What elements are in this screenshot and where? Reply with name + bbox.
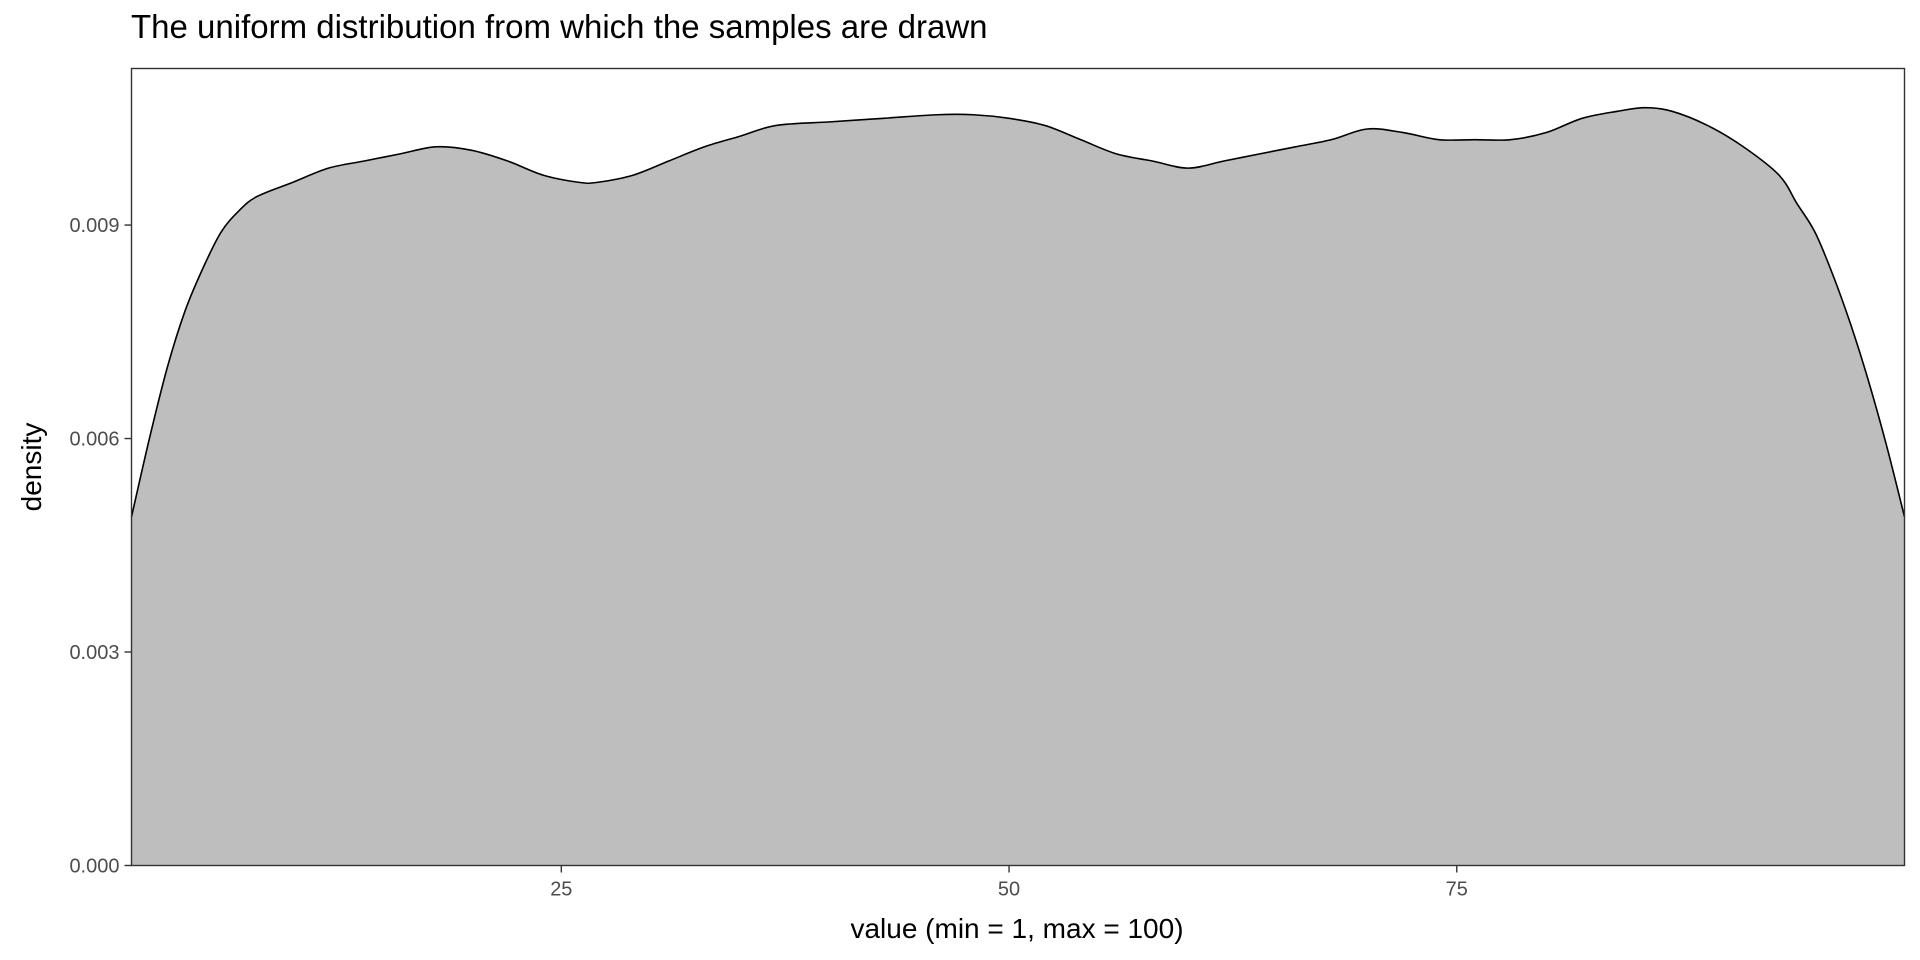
panel-border [130,67,1906,867]
y-tick-label: 0.006 [69,429,119,451]
x-axis-title: value (min = 1, max = 100) [850,913,1183,944]
axes: 25 50 75 0.000 0.003 0.006 0.009 [69,215,1467,900]
x-tick-label: 75 [1446,879,1468,901]
y-tick-label: 0.009 [69,215,119,237]
y-tick-label: 0.003 [69,642,119,664]
x-tick-label: 50 [998,879,1020,901]
y-tick-label: 0.000 [69,856,119,878]
plot-area [130,106,1906,866]
y-axis-title: density [16,423,47,512]
chart-title: The uniform distribution from which the … [131,8,988,45]
density-curve-0 [130,106,1906,518]
x-tick-label: 25 [550,879,572,901]
density-area-fill-0 [131,107,1905,866]
